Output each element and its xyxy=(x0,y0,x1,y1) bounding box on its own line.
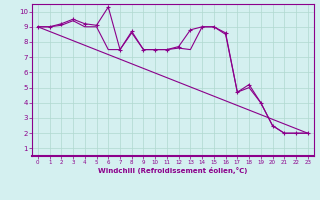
X-axis label: Windchill (Refroidissement éolien,°C): Windchill (Refroidissement éolien,°C) xyxy=(98,167,247,174)
